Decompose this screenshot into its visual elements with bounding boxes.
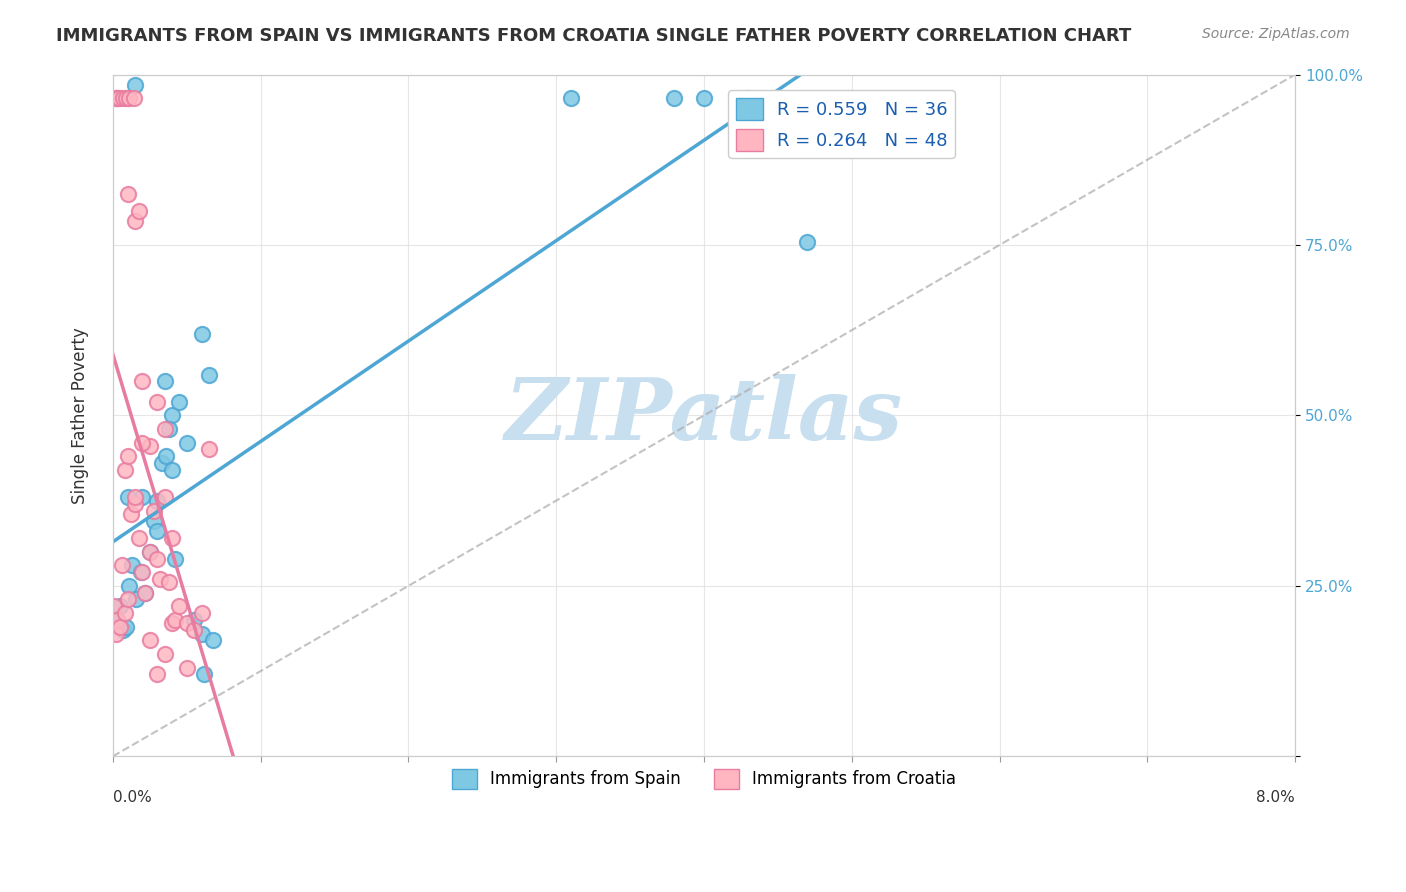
Immigrants from Spain: [155, 450, 177, 464]
Immigrants from Spain: [198, 368, 221, 382]
Immigrants from Spain: [143, 514, 166, 528]
Immigrants from Croatia: [157, 575, 180, 590]
Immigrants from Spain: [190, 326, 212, 341]
Immigrants from Spain: [134, 585, 156, 599]
Legend: Immigrants from Spain, Immigrants from Croatia: Immigrants from Spain, Immigrants from C…: [444, 762, 963, 796]
Immigrants from Croatia: [117, 592, 139, 607]
Immigrants from Croatia: [169, 599, 191, 614]
Y-axis label: Single Father Poverty: Single Father Poverty: [72, 327, 89, 504]
Immigrants from Croatia: [131, 374, 153, 388]
Immigrants from Spain: [737, 91, 759, 105]
Text: 0.0%: 0.0%: [112, 790, 152, 805]
Immigrants from Spain: [129, 565, 152, 579]
Immigrants from Spain: [157, 422, 180, 436]
Immigrants from Croatia: [134, 585, 156, 599]
Immigrants from Croatia: [160, 616, 183, 631]
Immigrants from Croatia: [105, 613, 128, 627]
Immigrants from Croatia: [122, 91, 145, 105]
Immigrants from Croatia: [149, 572, 172, 586]
Immigrants from Spain: [105, 613, 128, 627]
Immigrants from Croatia: [153, 647, 176, 661]
Immigrants from Spain: [202, 633, 225, 648]
Immigrants from Croatia: [139, 545, 162, 559]
Immigrants from Spain: [139, 545, 162, 559]
Immigrants from Spain: [183, 613, 205, 627]
Immigrants from Spain: [160, 463, 183, 477]
Immigrants from Croatia: [105, 91, 128, 105]
Immigrants from Croatia: [131, 565, 153, 579]
Immigrants from Croatia: [117, 450, 139, 464]
Immigrants from Croatia: [120, 508, 142, 522]
Immigrants from Croatia: [104, 91, 127, 105]
Immigrants from Spain: [118, 579, 141, 593]
Immigrants from Spain: [115, 620, 138, 634]
Immigrants from Croatia: [198, 442, 221, 457]
Immigrants from Croatia: [104, 626, 127, 640]
Immigrants from Spain: [190, 626, 212, 640]
Immigrants from Croatia: [114, 606, 136, 620]
Immigrants from Croatia: [146, 551, 169, 566]
Immigrants from Spain: [125, 592, 148, 607]
Immigrants from Croatia: [124, 214, 146, 228]
Immigrants from Croatia: [124, 497, 146, 511]
Immigrants from Spain: [193, 667, 215, 681]
Immigrants from Croatia: [107, 91, 129, 105]
Immigrants from Spain: [169, 394, 191, 409]
Immigrants from Croatia: [146, 394, 169, 409]
Immigrants from Croatia: [139, 633, 162, 648]
Immigrants from Croatia: [124, 490, 146, 504]
Immigrants from Spain: [153, 374, 176, 388]
Immigrants from Croatia: [118, 91, 141, 105]
Immigrants from Spain: [110, 599, 132, 614]
Immigrants from Croatia: [117, 186, 139, 201]
Immigrants from Croatia: [160, 531, 183, 545]
Immigrants from Croatia: [146, 667, 169, 681]
Immigrants from Spain: [150, 456, 173, 470]
Immigrants from Spain: [796, 235, 818, 249]
Text: IMMIGRANTS FROM SPAIN VS IMMIGRANTS FROM CROATIA SINGLE FATHER POVERTY CORRELATI: IMMIGRANTS FROM SPAIN VS IMMIGRANTS FROM…: [56, 27, 1132, 45]
Immigrants from Spain: [176, 435, 198, 450]
Immigrants from Croatia: [110, 620, 132, 634]
Immigrants from Croatia: [139, 439, 162, 453]
Immigrants from Croatia: [128, 203, 150, 218]
Text: Source: ZipAtlas.com: Source: ZipAtlas.com: [1202, 27, 1350, 41]
Immigrants from Croatia: [163, 613, 186, 627]
Immigrants from Spain: [664, 91, 686, 105]
Immigrants from Croatia: [112, 91, 135, 105]
Text: 8.0%: 8.0%: [1257, 790, 1295, 805]
Immigrants from Spain: [121, 558, 143, 573]
Immigrants from Croatia: [131, 435, 153, 450]
Immigrants from Croatia: [114, 463, 136, 477]
Immigrants from Croatia: [153, 422, 176, 436]
Immigrants from Croatia: [143, 504, 166, 518]
Immigrants from Croatia: [176, 616, 198, 631]
Immigrants from Croatia: [190, 606, 212, 620]
Immigrants from Croatia: [183, 623, 205, 637]
Immigrants from Spain: [693, 91, 716, 105]
Immigrants from Spain: [124, 78, 146, 92]
Immigrants from Spain: [146, 493, 169, 508]
Immigrants from Croatia: [128, 531, 150, 545]
Immigrants from Spain: [163, 551, 186, 566]
Immigrants from Spain: [560, 91, 582, 105]
Immigrants from Croatia: [111, 558, 134, 573]
Immigrants from Spain: [112, 623, 135, 637]
Immigrants from Spain: [146, 524, 169, 539]
Immigrants from Spain: [117, 490, 139, 504]
Immigrants from Croatia: [115, 91, 138, 105]
Immigrants from Croatia: [153, 490, 176, 504]
Immigrants from Spain: [160, 409, 183, 423]
Immigrants from Croatia: [103, 599, 125, 614]
Immigrants from Spain: [131, 490, 153, 504]
Immigrants from Croatia: [176, 661, 198, 675]
Text: ZIPatlas: ZIPatlas: [505, 374, 903, 458]
